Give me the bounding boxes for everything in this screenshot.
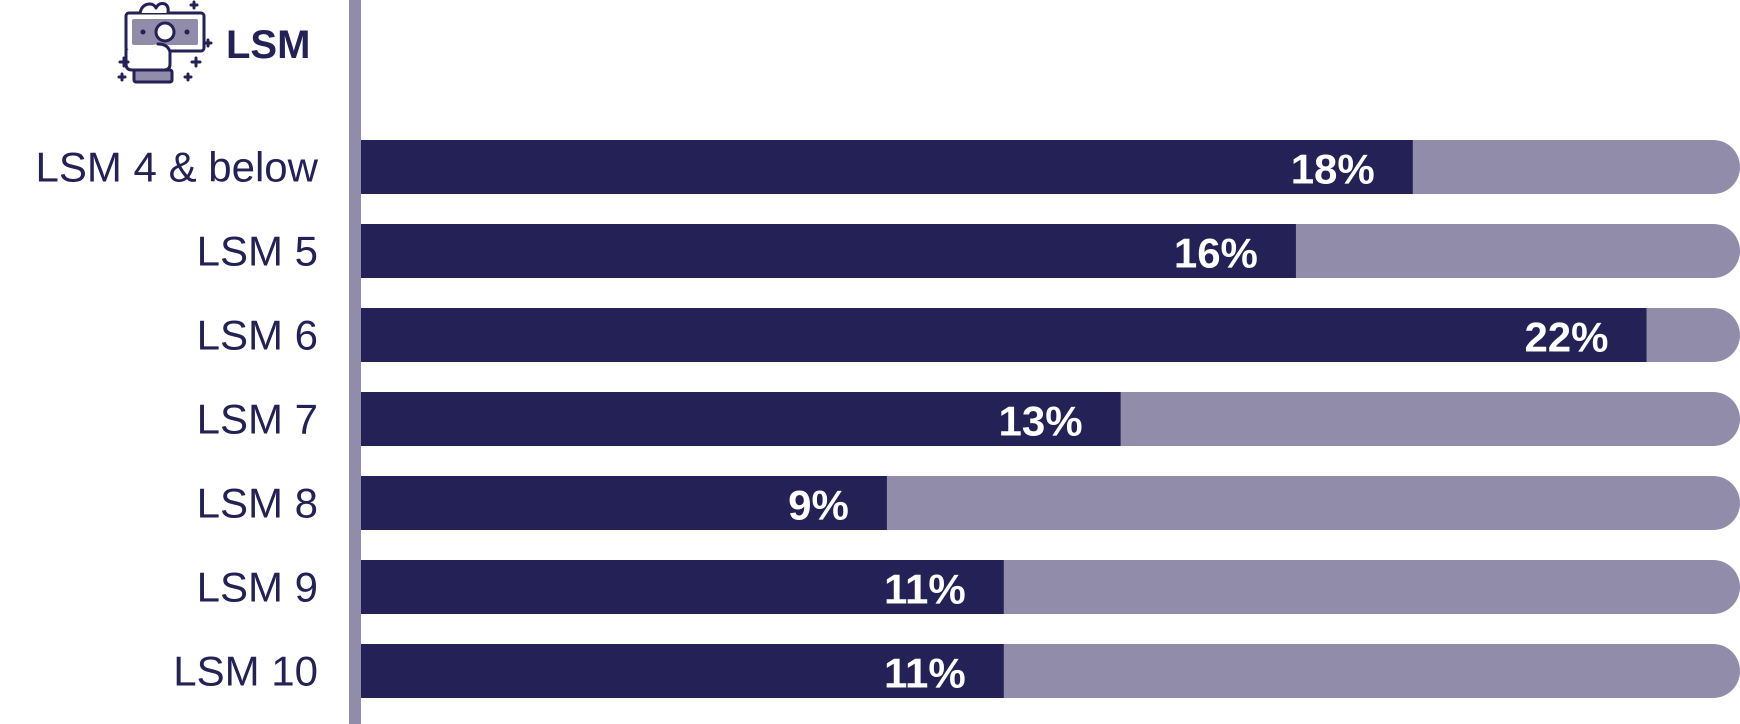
value-label: 9% [788, 482, 849, 529]
value-label: 18% [1291, 146, 1375, 193]
value-label: 16% [1174, 230, 1258, 277]
category-label: LSM 9 [197, 564, 318, 611]
value-label: 13% [999, 398, 1083, 445]
bar [361, 476, 887, 530]
value-label: 11% [884, 566, 966, 613]
value-label: 22% [1524, 314, 1608, 361]
category-label: LSM 5 [197, 228, 318, 275]
category-label: LSM 7 [197, 396, 318, 443]
category-label: LSM 8 [197, 480, 318, 527]
bar [361, 308, 1647, 362]
bar [361, 644, 1004, 698]
value-label: 11% [884, 650, 966, 697]
bar [361, 224, 1296, 278]
category-label: LSM 4 & below [36, 144, 319, 191]
bar-rows: LSM 4 & below 18% LSM 5 16% LSM 6 22% LSM 7 13%… [36, 140, 1740, 698]
bar [361, 560, 1004, 614]
bar [361, 392, 1121, 446]
money-hand-icon [117, 0, 213, 84]
category-label: LSM 6 [197, 312, 318, 359]
chart-title: LSM [226, 23, 310, 67]
category-label: LSM 10 [173, 648, 318, 695]
bar [361, 140, 1413, 194]
